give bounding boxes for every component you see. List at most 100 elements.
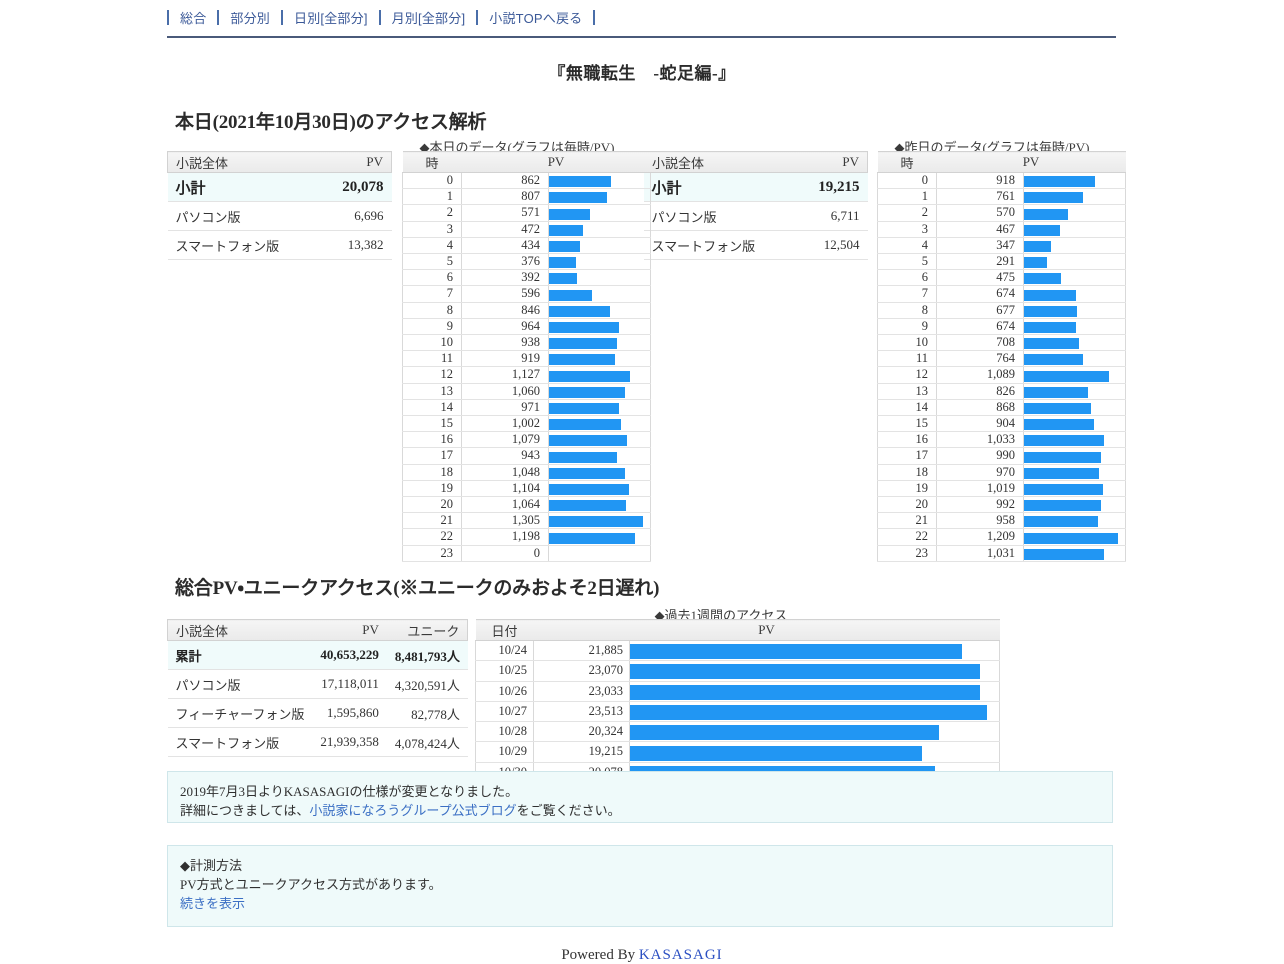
bar-cell [548, 383, 651, 400]
table-row: 10 708 [877, 334, 1126, 352]
today-hourly-body: 0 862 1 807 2 571 3 472 4 434 5 376 6 392 7 596 8 846 9 964… [402, 172, 651, 562]
table-row: 2 571 [402, 204, 651, 222]
bar-cell [548, 253, 651, 271]
table-row: 4 347 [877, 237, 1126, 255]
table-row: 15 904 [877, 415, 1126, 433]
bar-cell [629, 701, 1001, 723]
table-row: 10/29 19,215 [475, 741, 1001, 763]
table-row: 23 1,031 [877, 545, 1126, 562]
table-row: 11 919 [402, 350, 651, 368]
hour-label: 12 [402, 366, 462, 384]
bar-cell [548, 318, 651, 336]
table-row: 14 971 [402, 399, 651, 417]
bar-cell [1023, 172, 1126, 190]
table-row: 4 434 [402, 237, 651, 255]
table-row: 15 1,002 [402, 415, 651, 433]
pv-bar [1024, 176, 1096, 188]
yesterday-summary-body: 小計 19,215 パソコン版 6,711 スマートフォン版 12,504 [643, 172, 868, 260]
bar-cell [1023, 204, 1126, 222]
bar-cell [1023, 528, 1126, 546]
bar-cell [548, 350, 651, 368]
pv-bar [1024, 305, 1077, 317]
nav-link-monthly[interactable]: 月別[全部分] [391, 11, 466, 26]
footer-powered-by: Powered By [561, 947, 639, 963]
pv-bar [1024, 402, 1092, 414]
pv-bar [1024, 354, 1084, 366]
nav-link-by-part[interactable]: 部分別 [230, 11, 271, 26]
table-header-row: 小説全体 PV ユニーク [167, 619, 469, 641]
table-row: 小計 20,078 [167, 172, 392, 202]
pv-bar [549, 224, 584, 236]
hour-pv-value: 475 [936, 269, 1024, 287]
pv-bar [549, 451, 618, 463]
row-unique-value: 8,481,793人 [386, 640, 468, 670]
nav-link-overall[interactable]: 総合 [180, 11, 207, 26]
bar-cell [548, 269, 651, 287]
pv-bar [1024, 532, 1118, 544]
nav-link-back-to-novel-top[interactable]: 小説TOPへ戻る [489, 11, 583, 26]
table-row: 20 992 [877, 496, 1126, 514]
bar-cell [548, 188, 651, 206]
hour-label: 21 [877, 512, 937, 530]
col-header-pv: PV [312, 619, 387, 641]
nav-separator [217, 10, 220, 25]
hour-pv-value: 1,033 [936, 431, 1024, 449]
pv-bar [549, 289, 592, 301]
hour-pv-value: 990 [936, 447, 1024, 465]
table-row: 20 1,064 [402, 496, 651, 514]
bar-cell [548, 172, 651, 190]
hour-pv-value: 570 [936, 204, 1024, 222]
pv-bar [549, 240, 581, 252]
hour-label: 4 [402, 237, 462, 255]
notice2-line1: ◆計測方法 [180, 858, 242, 873]
show-more-link[interactable]: 続きを表示 [180, 896, 246, 911]
table-row: 13 826 [877, 383, 1126, 400]
hour-pv-value: 1,089 [936, 366, 1024, 384]
date-label: 10/26 [475, 681, 534, 702]
hour-pv-value: 761 [936, 188, 1024, 206]
today-summary-table: 小説全体 PV 小計 20,078 パソコン版 6,696 スマートフォン版 13,382 [166, 151, 392, 260]
hour-label: 23 [877, 545, 937, 562]
pv-bar [549, 257, 577, 269]
col-header-pv: PV [318, 151, 392, 173]
bar-cell [1023, 188, 1126, 206]
bar-cell [1023, 383, 1126, 400]
pv-bar [1024, 435, 1105, 447]
row-label: フィーチャーフォン版 [167, 698, 313, 728]
table-row: 1 761 [877, 188, 1126, 206]
bar-cell [548, 285, 651, 303]
bar-cell [629, 681, 1001, 702]
hour-pv-value: 347 [936, 237, 1024, 255]
hour-label: 17 [402, 447, 462, 465]
hour-label: 13 [402, 383, 462, 400]
hour-pv-value: 938 [461, 334, 549, 352]
bar-cell [1023, 480, 1126, 498]
table-row: 5 376 [402, 253, 651, 271]
pv-bar [1024, 419, 1095, 431]
hour-pv-value: 392 [461, 269, 549, 287]
hour-pv-value: 291 [936, 253, 1024, 271]
nav-link-daily[interactable]: 日別[全部分] [294, 11, 368, 26]
row-pv-value: 6,696 [318, 201, 392, 231]
row-label: パソコン版 [167, 201, 319, 231]
table-row: 18 970 [877, 464, 1126, 481]
notice1-line2: 詳細につきましては、小説家になろうグループ公式ブログをご覧ください。 [180, 801, 1100, 820]
table-row: 9 964 [402, 318, 651, 336]
hour-label: 12 [877, 366, 937, 384]
table-row: 17 943 [402, 447, 651, 465]
hour-label: 16 [402, 431, 462, 449]
row-unique-value: 4,078,424人 [386, 727, 468, 757]
nav-separator [281, 10, 284, 25]
table-row: 11 764 [877, 350, 1126, 368]
table-row: 7 596 [402, 285, 651, 303]
pv-bar [1024, 467, 1100, 479]
hour-pv-value: 674 [936, 285, 1024, 303]
table-row: 0 862 [402, 172, 651, 190]
table-row: 21 1,305 [402, 512, 651, 530]
hour-label: 6 [402, 269, 462, 287]
official-blog-link[interactable]: 小説家になろうグループ公式ブログ [309, 803, 517, 818]
pv-bar [549, 435, 627, 447]
bar-cell [1023, 221, 1126, 238]
col-header-hour: 時 [877, 151, 937, 173]
row-unique-value: 4,320,591人 [386, 669, 468, 699]
